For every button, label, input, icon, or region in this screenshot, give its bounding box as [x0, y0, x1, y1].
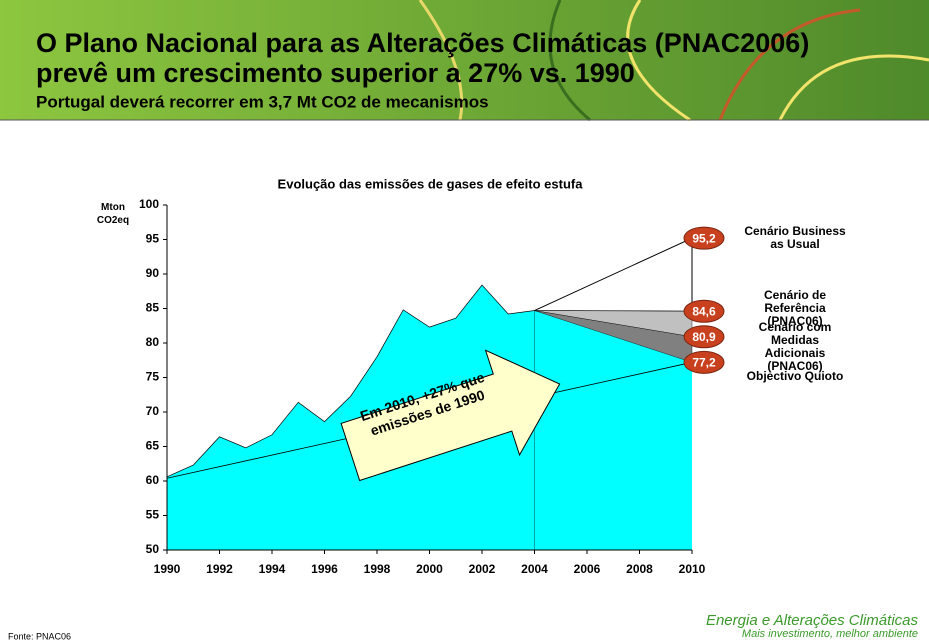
value-label: 84,6	[692, 304, 716, 318]
x-tick-label: 1992	[206, 562, 233, 576]
value-label: 77,2	[692, 355, 716, 369]
y-tick-label: 50	[146, 542, 160, 556]
x-tick-label: 2004	[521, 562, 548, 576]
x-tick-label: 1994	[259, 562, 286, 576]
scenario-area	[534, 310, 693, 363]
y-tick-label: 70	[146, 404, 160, 418]
annotation-arrow	[340, 349, 561, 482]
scenario-area	[534, 237, 693, 312]
x-tick-label: 2002	[469, 562, 496, 576]
y-tick-label: 85	[146, 301, 160, 315]
x-tick-label: 2010	[679, 562, 706, 576]
source: Fonte: PNAC06	[8, 631, 71, 641]
x-tick-label: 2000	[416, 562, 443, 576]
series-name: Objectivo Quioto	[746, 368, 844, 383]
y-tick-label: 65	[146, 439, 160, 453]
y-tick-label: 55	[146, 508, 160, 522]
value-badge	[683, 350, 725, 374]
y-tick-label: 90	[146, 266, 160, 280]
value-badge	[683, 226, 725, 250]
y-tick-label: 60	[146, 473, 160, 487]
x-tick-label: 2008	[626, 562, 653, 576]
series-name: Cenário com Medidas Adicionais (PNAC06)	[758, 319, 832, 373]
x-tick-label: 1996	[311, 562, 338, 576]
value-badge	[683, 299, 725, 323]
series-name: Cenário de Referência (PNAC06)	[763, 287, 826, 328]
y-tick-label: 75	[146, 370, 160, 384]
header-banner	[0, 0, 929, 120]
header-decoration	[418, 0, 929, 122]
value-label: 95,2	[692, 231, 716, 245]
x-tick-label: 1990	[154, 562, 181, 576]
value-badge	[683, 325, 725, 349]
y-tick-label: 80	[146, 335, 160, 349]
target-area	[534, 310, 692, 550]
slogan: Mais investimento, melhor ambiente	[742, 628, 918, 640]
series-name: Cenário Business as Usual	[744, 224, 846, 252]
subtitle: Portugal deverá recorrer em 3,7 Mt CO2 d…	[36, 92, 489, 111]
y-axis-label: Mton CO2eq	[96, 202, 130, 226]
y-tick-label: 100	[139, 197, 159, 211]
brand: Energia e Alterações Climáticas	[706, 612, 919, 629]
chart-title: Evolução das emissões de gases de efeito…	[278, 176, 584, 191]
title: O Plano Nacional para as Alterações Clim…	[36, 28, 810, 88]
y-tick-label: 95	[146, 232, 160, 246]
arrow-shape	[340, 349, 561, 482]
x-tick-label: 1998	[364, 562, 391, 576]
history-area	[166, 284, 535, 551]
value-label: 80,9	[692, 330, 716, 344]
x-tick-label: 2006	[574, 562, 601, 576]
